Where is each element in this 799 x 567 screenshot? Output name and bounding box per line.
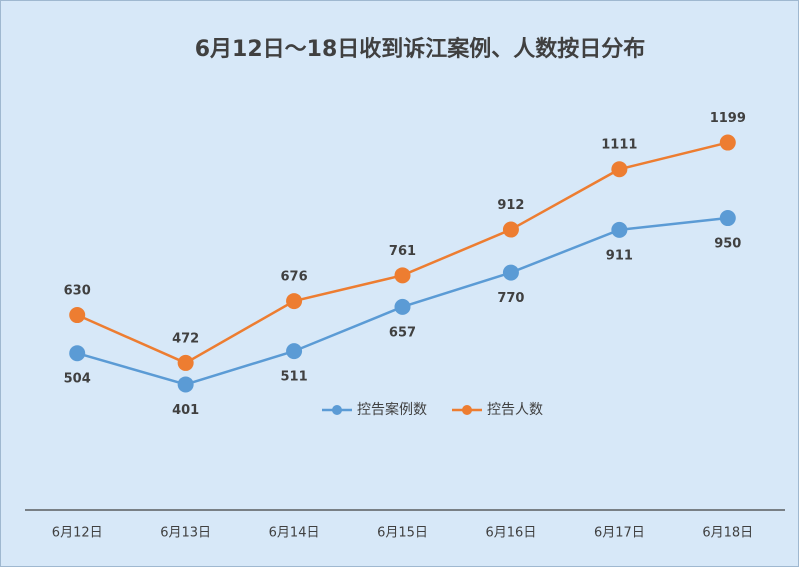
data-point	[394, 298, 411, 315]
data-point	[611, 161, 628, 178]
data-point	[611, 221, 628, 238]
data-point	[719, 134, 736, 151]
x-tick-label: 6月13日	[160, 526, 211, 541]
x-tick-label: 6月14日	[269, 526, 320, 541]
data-point	[286, 293, 303, 310]
data-label: 912	[497, 198, 524, 213]
data-label: 911	[606, 248, 633, 263]
x-tick-label: 6月12日	[52, 526, 103, 541]
legend-label: 控告人数	[487, 402, 543, 418]
x-tick-label: 6月18日	[702, 526, 753, 541]
data-point	[502, 221, 519, 238]
data-label: 472	[172, 331, 199, 346]
data-point	[719, 210, 736, 227]
data-point	[177, 354, 194, 371]
data-label: 630	[64, 284, 91, 299]
data-label: 950	[714, 237, 741, 252]
data-point	[502, 264, 519, 281]
data-label: 1199	[710, 111, 746, 126]
data-point	[69, 307, 86, 324]
data-label: 761	[389, 244, 416, 259]
data-point	[177, 376, 194, 393]
data-label: 676	[281, 270, 308, 285]
data-point	[69, 345, 86, 362]
data-label: 504	[64, 372, 91, 387]
data-label: 657	[389, 325, 416, 340]
x-tick-label: 6月15日	[377, 526, 428, 541]
data-label: 1111	[601, 138, 637, 153]
data-point	[286, 343, 303, 360]
data-label: 770	[497, 291, 524, 306]
legend-marker	[462, 405, 472, 415]
x-tick-label: 6月16日	[486, 526, 537, 541]
legend-label: 控告案例数	[357, 401, 427, 418]
chart-title: 6月12日～18日收到诉江案例、人数按日分布	[195, 36, 646, 62]
data-label: 401	[172, 403, 199, 418]
data-point	[394, 267, 411, 284]
x-tick-label: 6月17日	[594, 526, 645, 541]
data-label: 511	[281, 370, 308, 385]
legend-marker	[332, 405, 342, 415]
